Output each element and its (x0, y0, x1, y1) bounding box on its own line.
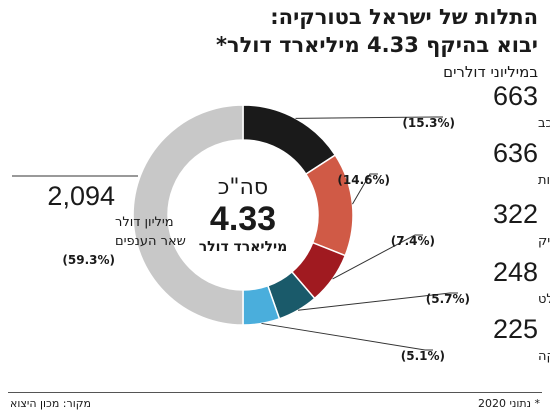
slice-category-label: פלסטיק (538, 234, 550, 249)
center-total-value: 4.33 (210, 200, 276, 238)
leader-line (261, 322, 433, 351)
footnote: * נתוני 2020 (478, 397, 540, 410)
slice-percent-label: (14.6%) (337, 173, 390, 187)
slice-value-label: 2,094 (47, 181, 115, 211)
donut-slice (304, 154, 354, 257)
leader-line (332, 234, 423, 280)
footer-divider (8, 392, 542, 393)
leader-line (352, 173, 378, 205)
slice-value-label: 225 (493, 314, 538, 344)
slice-percent-label: (5.1%) (401, 349, 445, 363)
chart-title-line2: יבוא בהיקף 4.33 מיליארד דולר* (215, 33, 538, 57)
slice-value-label: 322 (493, 199, 538, 229)
slice-category-label: מכאניקה (538, 349, 550, 364)
leader-line (295, 116, 443, 119)
slice-percent-label: (15.3%) (402, 116, 455, 130)
chart-subtitle: במיליוני דולרים (443, 63, 538, 81)
leader-line (297, 292, 458, 311)
center-total-label: סה"כ (218, 175, 268, 200)
donut-slice (132, 104, 244, 326)
slice-percent-label: (5.7%) (426, 292, 470, 306)
center-total-unit: מיליארד דולר (199, 239, 288, 255)
chart-title-line1: התלות של ישראל בטורקיה: (270, 5, 538, 29)
slice-category-label: שאר הענפים (115, 234, 186, 249)
slice-category-label: רכב (538, 116, 550, 131)
slice-value-label: 248 (493, 257, 538, 287)
slice-category-label: מיליון דולר (115, 215, 174, 230)
slice-category-label: מלט (538, 292, 550, 307)
slice-percent-label: (7.4%) (391, 234, 435, 248)
source-note: מקור: מכון היצוא (10, 397, 91, 410)
slice-value-label: 636 (493, 138, 538, 168)
slice-category-label: ברזל ומתכות (538, 173, 550, 188)
slice-percent-label: (59.3%) (62, 253, 115, 267)
slice-value-label: 663 (493, 81, 538, 111)
